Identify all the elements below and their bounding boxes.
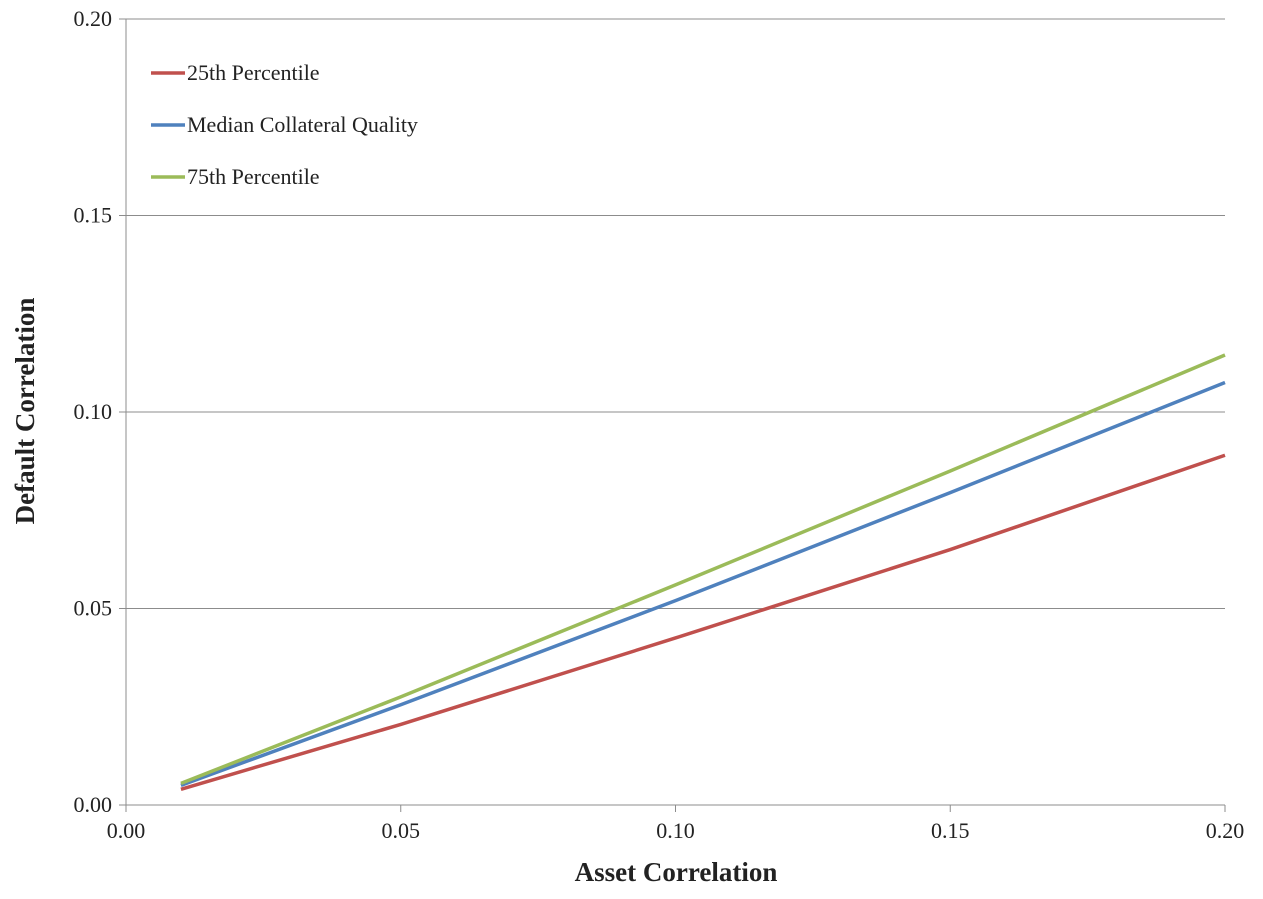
legend-label: Median Collateral Quality xyxy=(187,112,418,137)
series-line-1 xyxy=(180,453,1226,791)
x-tick-label: 0.10 xyxy=(656,818,695,843)
axes xyxy=(119,18,1226,812)
tick-labels: 0.00 0.05 0.10 0.15 0.20 0.00 0.05 0.10 0.15 0.20 xyxy=(74,6,1245,843)
legend: 25th Percentile Median Collateral Quality… xyxy=(151,60,418,189)
y-tick-label: 0.10 xyxy=(74,399,113,424)
x-tick-label: 0.15 xyxy=(931,818,970,843)
series-lines xyxy=(180,353,1226,791)
legend-label: 75th Percentile xyxy=(187,164,320,189)
y-tick-label: 0.15 xyxy=(74,203,113,228)
legend-label: 25th Percentile xyxy=(187,60,320,85)
x-tick-label: 0.00 xyxy=(107,818,146,843)
gridlines xyxy=(126,18,1225,609)
y-axis-title: Default Correlation xyxy=(10,298,40,525)
y-tick-label: 0.05 xyxy=(74,596,113,621)
x-tick-label: 0.20 xyxy=(1206,818,1245,843)
x-axis-title: Asset Correlation xyxy=(575,857,778,887)
y-tick-label: 0.20 xyxy=(74,6,113,31)
y-tick-label: 0.00 xyxy=(74,792,113,817)
series-line-2 xyxy=(180,380,1226,787)
series-line-3 xyxy=(180,353,1226,786)
x-tick-label: 0.05 xyxy=(382,818,421,843)
